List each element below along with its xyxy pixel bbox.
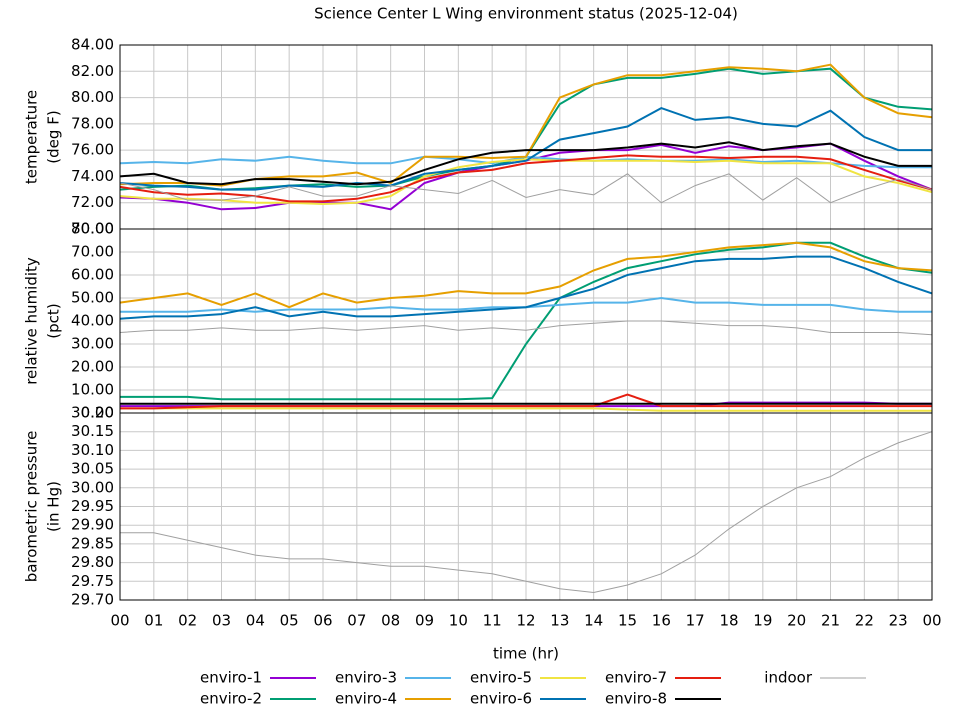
data-line: [119, 320, 933, 336]
data-line: [120, 407, 932, 412]
y-tick-label: 30.00: [71, 478, 114, 496]
legend-label: enviro-8: [605, 690, 667, 708]
chart-title: Science Center L Wing environment status…: [314, 5, 738, 23]
legend-label: enviro-7: [605, 669, 667, 687]
y-tick-label: 30.00: [71, 335, 114, 353]
y-tick-label: 70.00: [71, 220, 114, 238]
x-tick-label: 20: [787, 612, 806, 630]
y-axis-label: (in Hg): [45, 481, 63, 532]
y-tick-label: 0.00: [81, 404, 114, 422]
data-line: [119, 173, 933, 204]
y-tick-label: 29.70: [71, 591, 114, 609]
y-tick-label: 60.00: [71, 266, 114, 284]
x-axis-label: time (hr): [493, 645, 559, 663]
data-line: [120, 431, 933, 594]
x-tick-label: 15: [618, 612, 637, 630]
y-tick-label: 29.85: [71, 534, 114, 552]
x-tick-label: 19: [753, 612, 772, 630]
x-tick-label: 01: [144, 612, 163, 630]
y-tick-label: 78.00: [71, 114, 114, 132]
y-tick-label: 30.05: [71, 460, 114, 478]
x-tick-label: 16: [652, 612, 671, 630]
y-tick-label: 70.00: [71, 243, 114, 261]
data-line: [119, 158, 933, 206]
legend-label: enviro-1: [200, 669, 262, 687]
x-tick-label: 00: [110, 612, 129, 630]
y-axis-label: (deg F): [45, 110, 63, 163]
legend-label: enviro-2: [200, 690, 262, 708]
y-tick-label: 40.00: [71, 312, 114, 330]
y-tick-label: 30.10: [71, 441, 114, 459]
x-tick-label: 02: [178, 612, 197, 630]
y-tick-label: 84.00: [71, 36, 114, 54]
y-tick-label: 29.90: [71, 516, 114, 534]
data-line: [119, 141, 932, 186]
y-tick-label: 50.00: [71, 289, 114, 307]
data-line: [119, 255, 933, 320]
x-tick-label: 13: [550, 612, 569, 630]
y-axis-label: temperature: [23, 90, 41, 184]
x-tick-label: 18: [719, 612, 738, 630]
legend-label: enviro-6: [470, 690, 532, 708]
x-tick-label: 11: [483, 612, 502, 630]
x-tick-label: 23: [889, 612, 908, 630]
plot-frame: [119, 412, 933, 601]
y-tick-label: 29.75: [71, 572, 114, 590]
x-tick-label: 21: [821, 612, 840, 630]
x-tick-label: 10: [449, 612, 468, 630]
x-tick-label: 06: [313, 612, 332, 630]
data-line: [119, 241, 933, 309]
y-axis-label: barometric pressure: [23, 431, 41, 583]
x-tick-label: 03: [212, 612, 231, 630]
y-tick-label: 29.80: [71, 553, 114, 571]
y-tick-label: 76.00: [71, 141, 114, 159]
y-tick-label: 82.00: [71, 62, 114, 80]
x-tick-label: 09: [415, 612, 434, 630]
y-tick-label: 20.00: [71, 358, 114, 376]
x-tick-label: 12: [516, 612, 535, 630]
y-tick-label: 30.20: [71, 404, 114, 422]
y-tick-label: 30.15: [71, 422, 114, 440]
x-tick-label: 07: [347, 612, 366, 630]
x-tick-label: 08: [381, 612, 400, 630]
legend-label: indoor: [764, 669, 813, 687]
x-tick-label: 04: [246, 612, 265, 630]
y-tick-label: 72.00: [71, 193, 114, 211]
data-line: [120, 393, 932, 410]
y-tick-label: 29.95: [71, 497, 114, 515]
y-axis-label: relative humidity: [23, 257, 41, 385]
y-axis-label: (pct): [45, 303, 63, 338]
legend-label: enviro-3: [335, 669, 397, 687]
y-tick-label: 80.00: [71, 88, 114, 106]
legend-label: enviro-4: [335, 690, 397, 708]
x-tick-label: 22: [855, 612, 874, 630]
x-tick-label: 05: [280, 612, 299, 630]
y-tick-label: 10.00: [71, 381, 114, 399]
legend-label: enviro-5: [470, 669, 532, 687]
y-tick-label: 80.00: [71, 220, 114, 238]
x-tick-label: 00: [922, 612, 941, 630]
x-tick-label: 14: [584, 612, 603, 630]
x-tick-label: 17: [686, 612, 705, 630]
data-line: [119, 107, 932, 191]
y-tick-label: 74.00: [71, 167, 114, 185]
